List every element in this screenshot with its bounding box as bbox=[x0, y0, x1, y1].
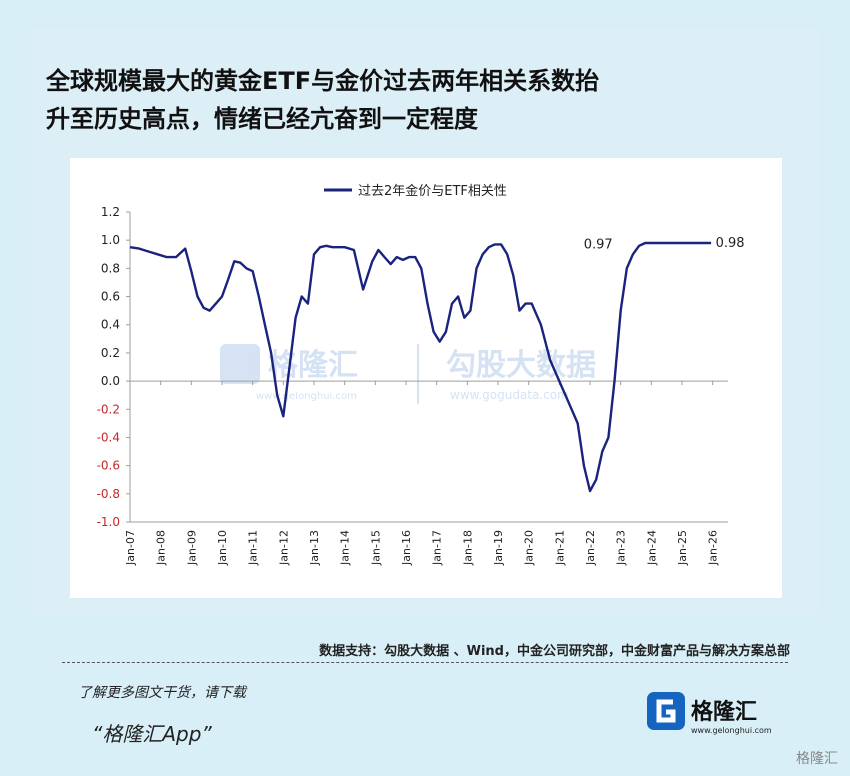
x-tick-label: Jan-22 bbox=[584, 530, 597, 566]
axes: 1.2 1.0 0.8 0.6 0.4 0.2 0.0 -0.2 -0.4 -0.6 -0.8 -1.… bbox=[97, 205, 728, 566]
plot-area: 格隆汇 www.gelonghui.com 勾股大数据 www.gogudata… bbox=[70, 158, 782, 598]
y-tick-label: -0.6 bbox=[97, 459, 120, 473]
y-tick-label: 0.8 bbox=[101, 261, 120, 275]
x-tick-label: Jan-10 bbox=[216, 530, 229, 566]
y-tick-label: 0.0 bbox=[101, 374, 120, 388]
x-tick-label: Jan-19 bbox=[492, 530, 505, 566]
y-tick-label: -0.4 bbox=[97, 430, 120, 444]
corner-watermark: 格隆汇 bbox=[796, 751, 838, 767]
y-tick-label: 0.4 bbox=[101, 318, 120, 332]
watermark-brand-2: 勾股大数据 bbox=[446, 348, 596, 383]
x-tick-label: Jan-24 bbox=[645, 530, 658, 566]
watermark-brand-1: 格隆汇 bbox=[268, 348, 358, 383]
x-tick-label: Jan-25 bbox=[676, 530, 689, 566]
x-tick-label: Jan-13 bbox=[308, 530, 321, 566]
series-group bbox=[129, 241, 712, 493]
x-tick-label: Jan-18 bbox=[461, 530, 474, 566]
legend: 过去2年金价与ETF相关性 bbox=[324, 183, 507, 199]
footer-divider bbox=[62, 662, 788, 663]
app-name: “格隆汇App” bbox=[92, 722, 212, 746]
x-tick-label: Jan-07 bbox=[124, 530, 137, 566]
watermark-logo-icon bbox=[220, 344, 260, 384]
gelonghui-logo-icon: 格隆汇 www.gelonghui.com bbox=[647, 692, 772, 735]
watermark: 格隆汇 www.gelonghui.com 勾股大数据 www.gogudata… bbox=[220, 344, 596, 404]
x-tick-label: Jan-08 bbox=[155, 530, 168, 566]
y-tick-label: -0.2 bbox=[97, 402, 120, 416]
source-note: 数据支持：勾股大数据 、Wind，中金公司研究部，中金财富产品与解决方案总部 bbox=[319, 644, 790, 659]
brand-logo[interactable]: 格隆汇 www.gelonghui.com bbox=[645, 688, 795, 738]
logo-url: www.gelonghui.com bbox=[691, 726, 772, 735]
y-tick-label: 0.2 bbox=[101, 346, 120, 360]
x-tick-label: Jan-09 bbox=[185, 530, 198, 566]
x-tick-label: Jan-17 bbox=[431, 530, 444, 566]
logo-g-icon bbox=[656, 699, 676, 723]
logo-text: 格隆汇 bbox=[691, 699, 757, 725]
data-label: 0.98 bbox=[716, 236, 745, 251]
x-tick-label: Jan-11 bbox=[247, 530, 260, 566]
x-tick-label: Jan-20 bbox=[523, 530, 536, 566]
y-tick-label: 0.6 bbox=[101, 290, 120, 304]
y-tick-label: -1.0 bbox=[97, 515, 120, 529]
watermark-url-1: www.gelonghui.com bbox=[256, 391, 357, 402]
annotation-group: 0.97 0.98 bbox=[584, 236, 745, 252]
chart-title: 全球规模最大的黄金ETF与金价过去两年相关系数抬 升至历史高点，情绪已经亢奋到一… bbox=[46, 62, 766, 138]
watermark-url-2: www.gogudata.com bbox=[450, 388, 569, 402]
x-tick-label: Jan-26 bbox=[707, 530, 720, 566]
x-tick-label: Jan-23 bbox=[615, 530, 628, 566]
y-tick-label: 1.0 bbox=[101, 233, 120, 247]
download-prompt: 了解更多图文干货，请下载 bbox=[78, 685, 246, 701]
x-tick-label: Jan-12 bbox=[277, 530, 290, 566]
data-label: 0.97 bbox=[584, 237, 613, 252]
x-tick-label: Jan-15 bbox=[369, 530, 382, 566]
series-line bbox=[129, 241, 712, 493]
line-chart: 格隆汇 www.gelonghui.com 勾股大数据 www.gogudata… bbox=[97, 183, 745, 566]
title-line-1: 全球规模最大的黄金ETF与金价过去两年相关系数抬 bbox=[46, 67, 600, 95]
x-tick-label: Jan-16 bbox=[400, 530, 413, 566]
title-line-2: 升至历史高点，情绪已经亢奋到一定程度 bbox=[46, 105, 478, 133]
legend-label: 过去2年金价与ETF相关性 bbox=[358, 183, 507, 199]
x-tick-label: Jan-14 bbox=[339, 530, 352, 566]
y-tick-label: 1.2 bbox=[101, 205, 120, 219]
x-tick-label: Jan-21 bbox=[553, 530, 566, 566]
y-tick-label: -0.8 bbox=[97, 487, 120, 501]
